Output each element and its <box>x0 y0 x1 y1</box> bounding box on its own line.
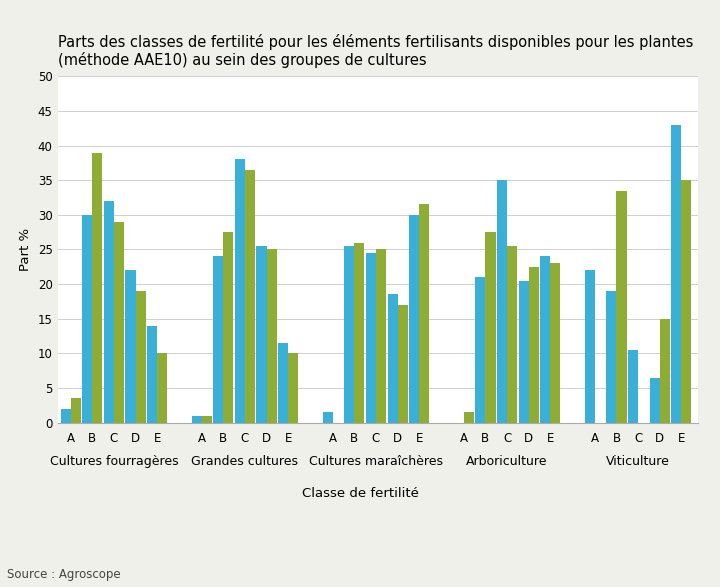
Bar <box>628 350 638 423</box>
Bar <box>82 215 92 423</box>
Text: Classe de fertilité: Classe de fertilité <box>302 487 418 500</box>
Bar <box>60 409 71 423</box>
Y-axis label: Part %: Part % <box>19 228 32 271</box>
Bar <box>125 270 135 423</box>
Bar <box>202 416 212 423</box>
Text: Viticulture: Viticulture <box>606 455 670 468</box>
Bar <box>344 246 354 423</box>
Bar <box>585 270 595 423</box>
Bar <box>397 305 408 423</box>
Bar <box>485 232 495 423</box>
Bar <box>660 319 670 423</box>
Bar <box>71 399 81 423</box>
Bar <box>540 257 550 423</box>
Bar <box>114 222 124 423</box>
Bar <box>104 201 114 423</box>
Text: Cultures maraîchères: Cultures maraîchères <box>309 455 443 468</box>
Text: Parts des classes de fertilité pour les éléments fertilisants disponibles pour l: Parts des classes de fertilité pour les … <box>58 33 693 68</box>
Bar <box>323 412 333 423</box>
Bar <box>376 249 386 423</box>
Bar <box>550 264 560 423</box>
Bar <box>671 125 681 423</box>
Text: Arboriculture: Arboriculture <box>467 455 548 468</box>
Bar <box>135 291 145 423</box>
Bar <box>256 246 266 423</box>
Bar <box>266 249 276 423</box>
Bar <box>213 257 223 423</box>
Bar <box>354 242 364 423</box>
Bar <box>223 232 233 423</box>
Bar <box>497 180 507 423</box>
Bar <box>464 412 474 423</box>
Bar <box>507 246 517 423</box>
Bar <box>616 191 626 423</box>
Bar <box>409 215 419 423</box>
Bar <box>147 326 157 423</box>
Bar <box>192 416 202 423</box>
Bar <box>419 204 429 423</box>
Bar <box>157 353 167 423</box>
Bar <box>288 353 298 423</box>
Bar <box>235 160 245 423</box>
Bar <box>387 295 397 423</box>
Bar <box>475 277 485 423</box>
Bar <box>528 266 539 423</box>
Bar <box>518 281 528 423</box>
Text: Cultures fourragères: Cultures fourragères <box>50 455 179 468</box>
Text: Grandes cultures: Grandes cultures <box>192 455 299 468</box>
Bar <box>278 343 288 423</box>
Bar <box>681 180 691 423</box>
Bar <box>92 153 102 423</box>
Bar <box>245 170 255 423</box>
Text: Source : Agroscope: Source : Agroscope <box>7 568 121 581</box>
Bar <box>606 291 616 423</box>
Bar <box>649 377 660 423</box>
Bar <box>366 253 376 423</box>
